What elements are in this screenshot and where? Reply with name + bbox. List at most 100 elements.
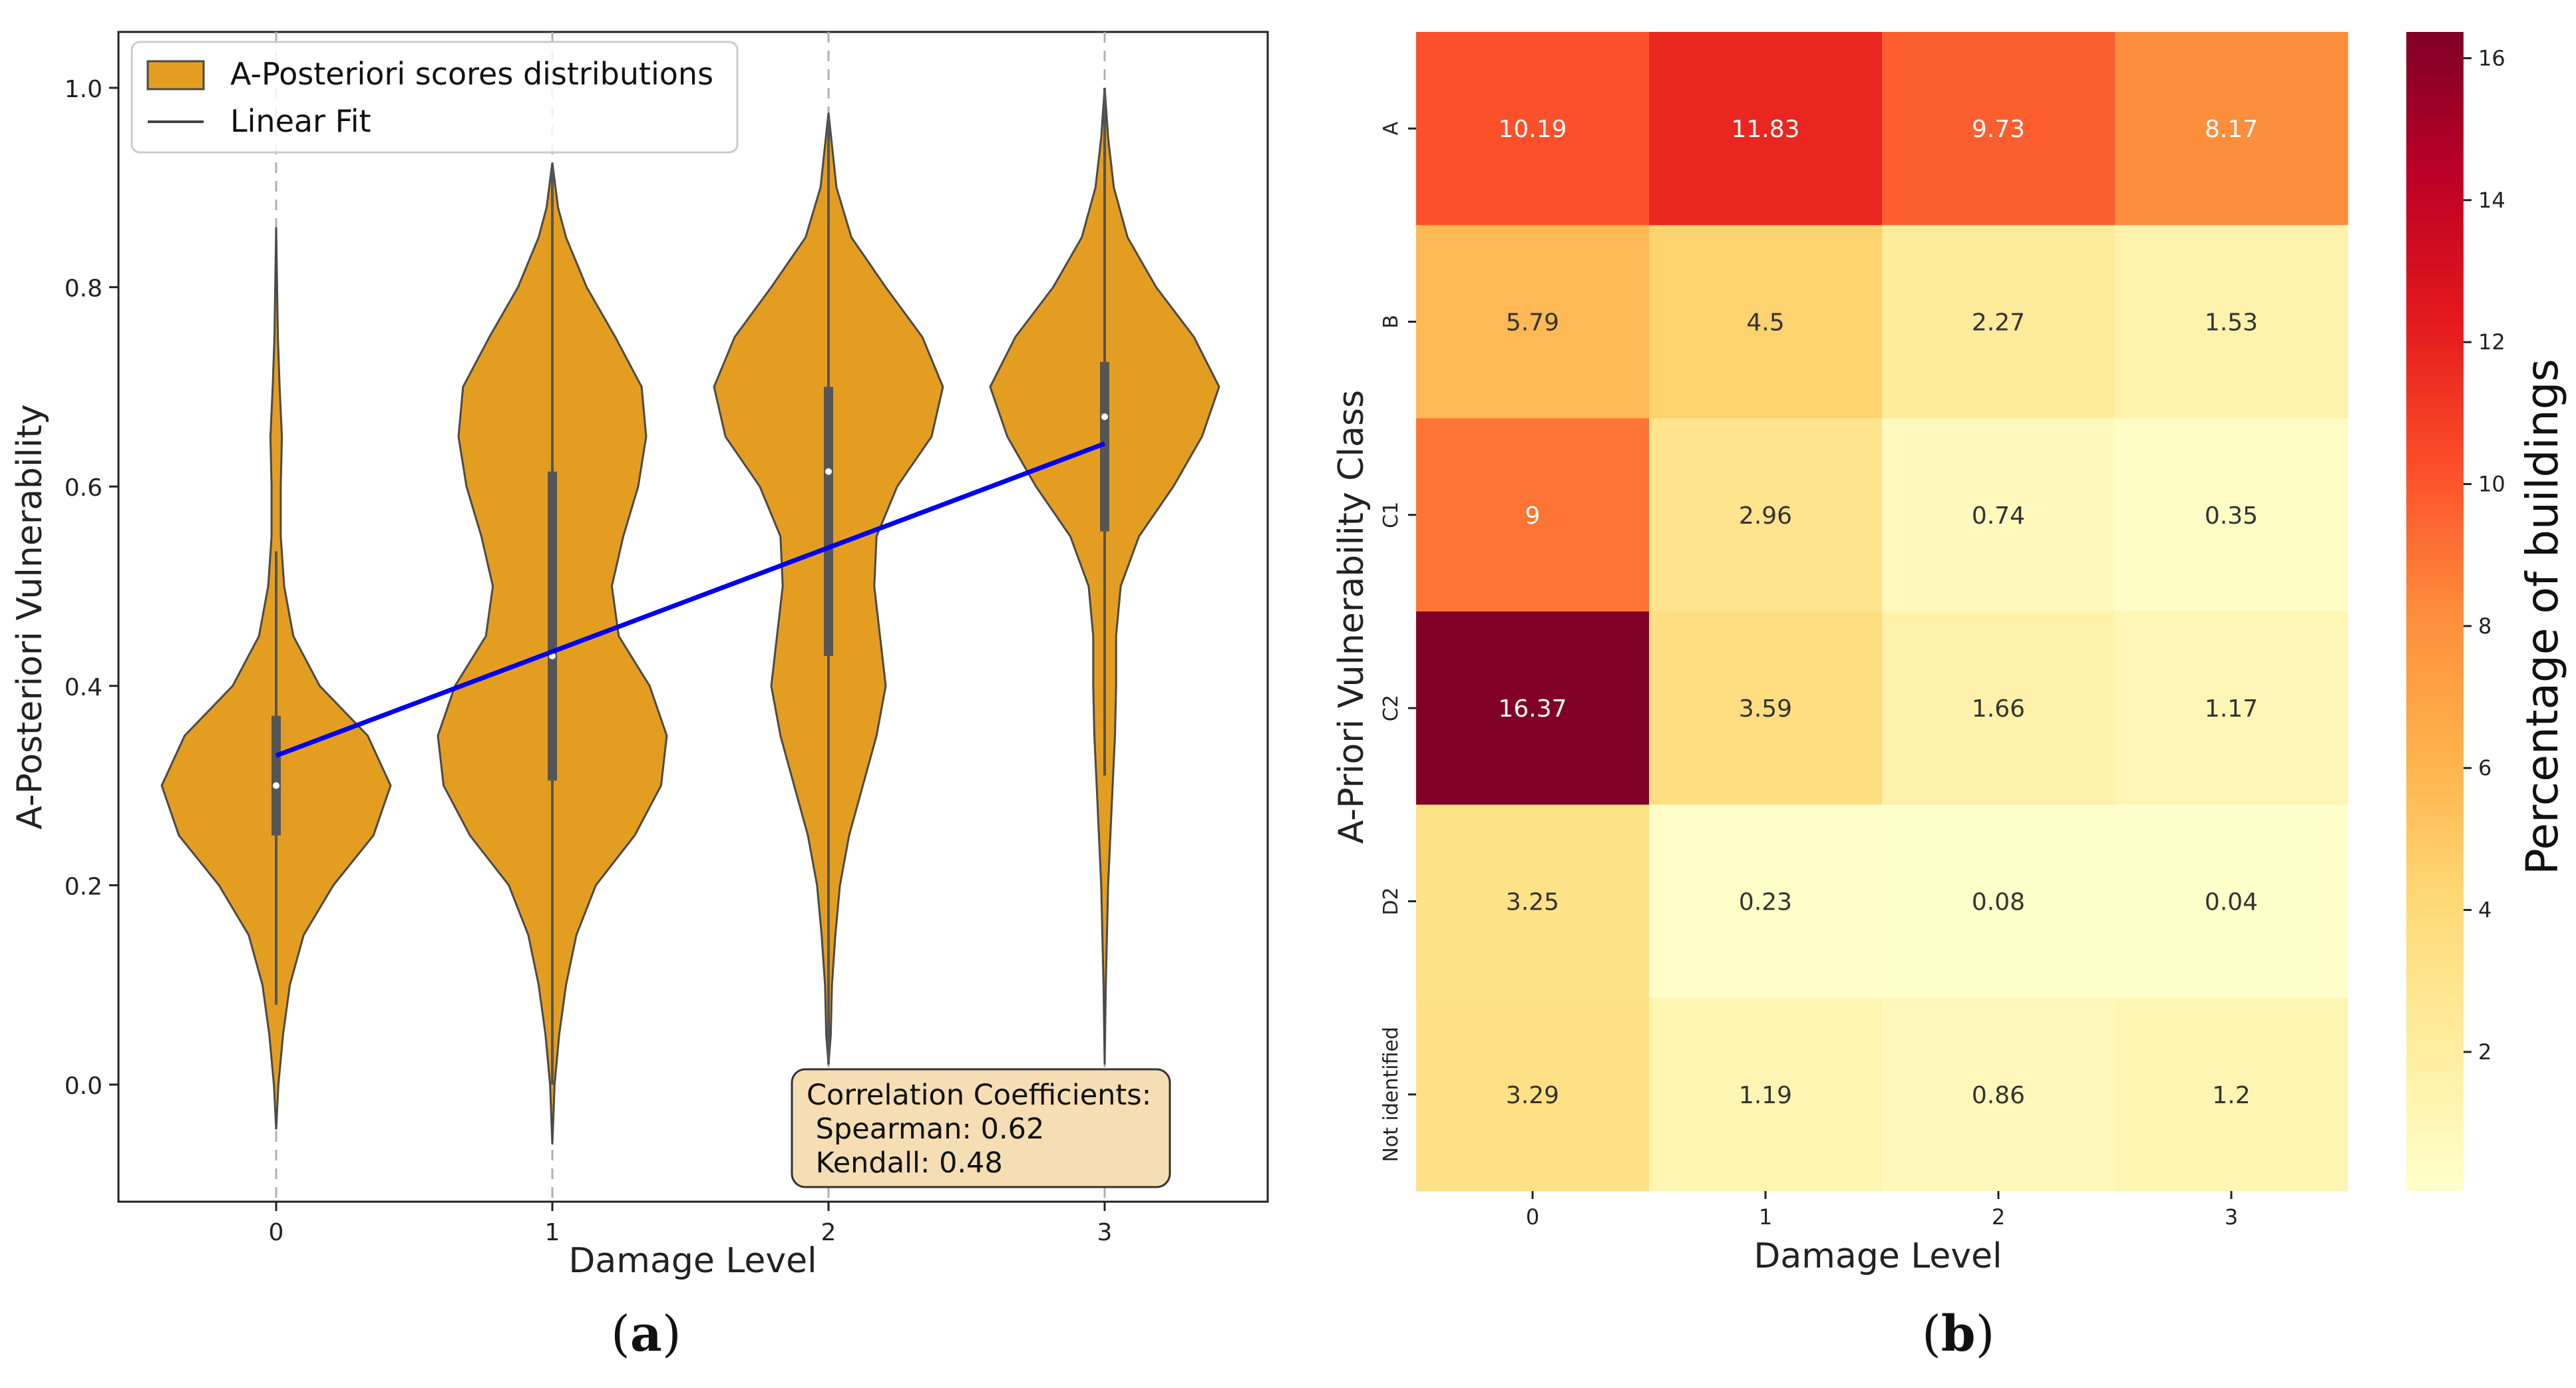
heatmap-x-tick-label: 3 xyxy=(2225,1204,2238,1230)
panel-label-a: (a) xyxy=(611,1305,681,1363)
colorbar-gradient xyxy=(2406,32,2464,1191)
heatmap-x-axis-label: Damage Level xyxy=(1753,1236,2002,1276)
heatmap-cell-value: 1.2 xyxy=(2212,1082,2250,1109)
heatmap-cell-value: 0.86 xyxy=(1972,1082,2025,1109)
heatmap-cell xyxy=(2115,611,2348,805)
annotation-line-kendall: Kendall: 0.48 xyxy=(807,1146,1003,1180)
heatmap-cell-value: 0.04 xyxy=(2205,889,2258,916)
colorbar-tick-label: 16 xyxy=(2478,45,2505,71)
heatmap-cell-value: 1.53 xyxy=(2205,309,2258,337)
heatmap-cell-value: 3.29 xyxy=(1506,1082,1559,1109)
heatmap-cell xyxy=(1882,997,2116,1192)
correlation-annotation: Correlation Coefficients: Spearman: 0.62… xyxy=(791,1068,1171,1188)
heatmap-cell xyxy=(1882,32,2116,226)
heatmap-cell xyxy=(1649,804,1883,999)
annotation-line-title: Correlation Coefficients: xyxy=(807,1079,1151,1112)
violin-y-tick-label: 0.6 xyxy=(65,474,102,502)
heatmap-y-tick-label: Not identified xyxy=(1380,1027,1403,1162)
violin-plot-area xyxy=(117,31,1269,1203)
colorbar-tick-label: 2 xyxy=(2478,1039,2491,1065)
heatmap-cell-value: 8.17 xyxy=(2205,116,2258,143)
violin-0 xyxy=(160,227,392,1130)
heatmap-x-tick-label: 0 xyxy=(1526,1204,1539,1230)
violin-iqr-box xyxy=(272,715,281,836)
violin-y-tick-label: 0.8 xyxy=(65,275,102,303)
violin-iqr-box xyxy=(824,387,833,656)
violin-x-tick-label: 0 xyxy=(269,1219,284,1246)
violin-x-axis-label: Damage Level xyxy=(568,1241,817,1281)
heatmap-cell xyxy=(2115,804,2348,999)
heatmap-y-tick-label: B xyxy=(1380,315,1403,329)
violin-median-dot xyxy=(1101,413,1108,421)
heatmap-cell xyxy=(1882,611,2116,805)
heatmap-cell xyxy=(1882,804,2116,999)
heatmap-y-tick-label: D2 xyxy=(1380,887,1403,915)
heatmap-cell xyxy=(1416,997,1650,1192)
heatmap-cell-value: 4.5 xyxy=(1746,309,1784,337)
heatmap-cell xyxy=(1416,804,1650,999)
colorbar-tick-label: 14 xyxy=(2478,188,2505,213)
heatmap-y-tick-label: C1 xyxy=(1380,502,1403,528)
heatmap-cell xyxy=(1416,611,1650,805)
heatmap-cell-value: 16.37 xyxy=(1498,695,1566,723)
heatmap-cell xyxy=(2115,997,2348,1192)
violin-y-tick-label: 1.0 xyxy=(65,76,102,103)
violin-x-tick-label: 2 xyxy=(821,1219,836,1246)
heatmap-cell-value: 9 xyxy=(1525,502,1541,530)
heatmap-cell xyxy=(1416,225,1650,419)
heatmap-chart: 10.19 11.83 9.73 8.17 5.79 4.5 2.27 1.53 9 2.96 0.… xyxy=(1332,32,2568,1363)
violin-iqr-box xyxy=(548,471,557,781)
violin-3 xyxy=(989,87,1220,1065)
heatmap-cell xyxy=(1882,225,2116,419)
colorbar-label: Percentage of buildings xyxy=(2517,359,2568,875)
heatmap-cell xyxy=(2115,418,2348,612)
heatmap-cell-value: 2.27 xyxy=(1972,309,2025,337)
heatmap-cell xyxy=(1649,611,1883,805)
heatmap-cell-value: 1.17 xyxy=(2205,695,2258,723)
heatmap-cell-value: 0.74 xyxy=(1972,502,2025,530)
colorbar-tick-label: 4 xyxy=(2478,898,2491,923)
heatmap-cell xyxy=(1416,32,1650,226)
heatmap-cell-value: 0.35 xyxy=(2205,502,2258,530)
colorbar: 2 4 6 8 10 12 14 16 xyxy=(2406,32,2505,1191)
violin-2 xyxy=(713,112,944,1065)
violin-legend: A-Posteriori scores distributions Linear… xyxy=(130,41,739,154)
colorbar-tick-label: 6 xyxy=(2478,755,2491,781)
heatmap-cell xyxy=(2115,225,2348,419)
violin-x-tick-label: 1 xyxy=(545,1219,560,1246)
heatmap-cell-value: 10.19 xyxy=(1498,116,1566,143)
violin-x-tick-label: 3 xyxy=(1097,1219,1113,1246)
heatmap-cell-value: 2.96 xyxy=(1739,502,1792,530)
linear-fit-line xyxy=(275,441,1106,758)
heatmap-cell-value: 0.08 xyxy=(1972,889,2025,916)
violin-y-tick-label: 0.4 xyxy=(65,674,102,701)
heatmap-cell xyxy=(2115,32,2348,226)
heatmap-cell xyxy=(1416,418,1650,612)
heatmap-cell xyxy=(1649,225,1883,419)
heatmap-cell-value: 5.79 xyxy=(1506,309,1559,337)
heatmap-cell-value: 1.66 xyxy=(1972,695,2025,723)
colorbar-tick-label: 10 xyxy=(2478,472,2505,497)
heatmap-cell-value: 0.23 xyxy=(1739,889,1792,916)
panel-label-b: (b) xyxy=(1922,1305,1995,1363)
violin-iqr-box xyxy=(1100,361,1109,532)
heatmap-cell xyxy=(1649,997,1883,1192)
violin-y-tick-label: 0.0 xyxy=(65,1073,102,1100)
heatmap-x-tick-label: 1 xyxy=(1759,1204,1772,1230)
heatmap-cell xyxy=(1649,418,1883,612)
heatmap-cell-value: 3.59 xyxy=(1739,695,1792,723)
legend-label-violin: A-Posteriori scores distributions xyxy=(230,56,713,92)
annotation-box xyxy=(791,1068,1171,1188)
colorbar-tick-label: 8 xyxy=(2478,613,2491,639)
violin-median-dot xyxy=(825,468,832,475)
violin-y-tick-label: 0.2 xyxy=(65,873,102,900)
colorbar-tick-label: 12 xyxy=(2478,329,2505,355)
heatmap-cell-value: 11.83 xyxy=(1731,116,1799,143)
heatmap-cell-value: 1.19 xyxy=(1739,1082,1792,1109)
heatmap-y-axis-label: A-Priori Vulnerability Class xyxy=(1332,390,1372,844)
heatmap-y-tick-label: A xyxy=(1380,121,1403,135)
legend-box xyxy=(130,41,739,154)
legend-swatch-violin xyxy=(146,60,205,90)
legend-label-linear-fit: Linear Fit xyxy=(230,103,371,139)
violin-y-axis-label: A-Posteriori Vulnerability xyxy=(10,404,50,829)
